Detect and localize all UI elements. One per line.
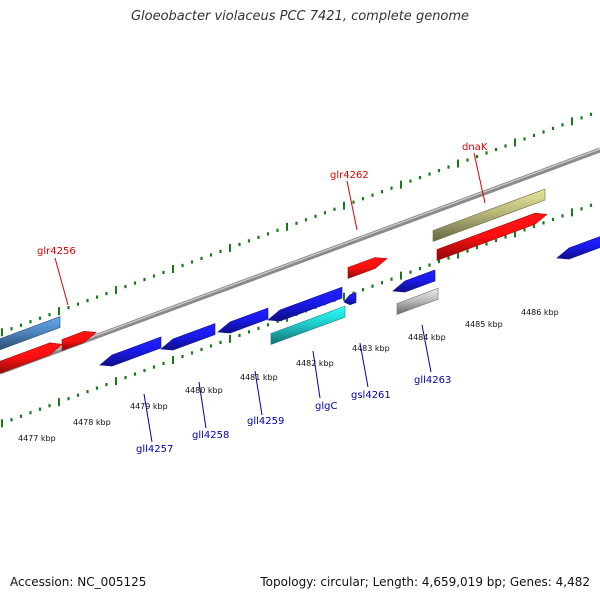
gene-block (432, 188, 546, 242)
gene-callout-line (359, 342, 369, 388)
kbp-label: 4478 kbp (73, 418, 111, 427)
gene-label: gll4258 (192, 430, 229, 441)
gene-label: glgC (315, 401, 337, 412)
gene-callout-line (312, 350, 321, 399)
gene-block-unlabelled (0, 316, 61, 351)
gene-label: gll4257 (136, 444, 173, 455)
gene-arrow (267, 286, 343, 322)
kbp-label: 4480 kbp (185, 386, 223, 395)
gene-callout-line (143, 393, 153, 443)
genome-backbone (0, 147, 600, 375)
gene-arrow-unlabelled (0, 342, 63, 374)
gene-arrow-unlabelled (556, 236, 600, 260)
map-title: Gloeobacter violaceus PCC 7421, complete… (130, 9, 470, 24)
kbp-label: 4481 kbp (240, 373, 278, 382)
kbp-label: 4477 kbp (18, 434, 56, 443)
gene-callout-line (473, 152, 486, 204)
gene-arrow (99, 336, 162, 367)
gene-block-unlabelled (396, 287, 439, 315)
accession-text: Accession: NC_005125 (10, 575, 147, 589)
gene-label: dnaK (462, 142, 488, 153)
gene-arrow-unlabelled (392, 269, 436, 293)
kbp-label: 4483 kbp (352, 344, 390, 353)
gene-callout-line (421, 324, 432, 373)
gene-callout-line (54, 257, 69, 306)
gene-callout-line (254, 370, 263, 416)
genome-summary-text: Topology: circular; Length: 4,659,019 bp… (260, 575, 590, 589)
gene-arrow (343, 292, 357, 306)
gene-arrow-unlabelled (61, 331, 97, 351)
gene-callout-line (346, 180, 358, 231)
kbp-label: 4484 kbp (408, 333, 446, 342)
gene-label: gll4263 (414, 375, 451, 386)
gene-arrow (160, 323, 216, 351)
kbp-label: 4486 kbp (521, 308, 559, 317)
gene-arrow (347, 257, 388, 279)
kbp-label: 4485 kbp (465, 320, 503, 329)
gene-label: glr4262 (330, 170, 369, 181)
gene-block (270, 305, 346, 345)
gene-label: gsl4261 (351, 390, 391, 401)
genome-backbone-highlight (0, 148, 600, 372)
kbp-label: 4479 kbp (130, 402, 168, 411)
gene-arrow (436, 212, 548, 261)
gene-callout-line (198, 381, 207, 429)
gene-label: gll4259 (247, 416, 284, 427)
gene-arrow (217, 307, 269, 334)
gene-label: glr4256 (37, 246, 76, 257)
